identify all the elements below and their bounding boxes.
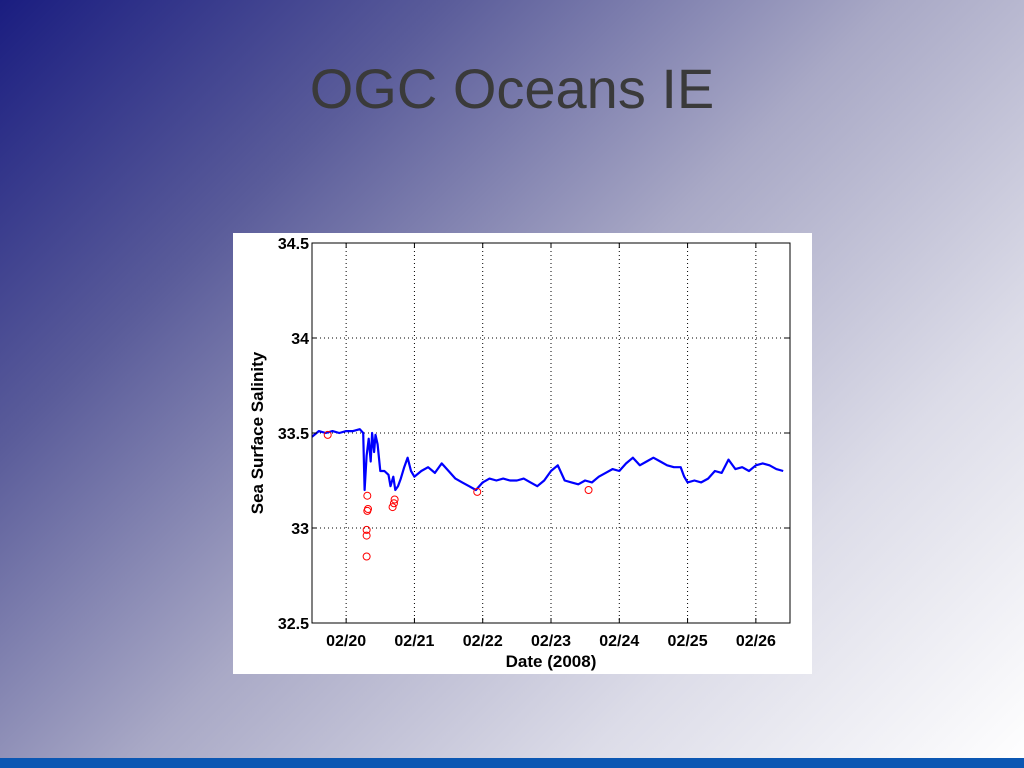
chart-panel: 02/20 02/21 02/22 02/23 02/24 02/25 02/26 32.5 3… [233, 233, 812, 674]
flagged-point-marker [323, 430, 332, 439]
y-tick-label: 34 [291, 331, 309, 348]
y-axis-label: Sea Surface Salinity [248, 351, 267, 514]
salinity-chart: 02/20 02/21 02/22 02/23 02/24 02/25 02/26 32.5 3… [248, 236, 791, 671]
flagged-point-marker [362, 552, 371, 561]
flagged-point-marker [363, 505, 372, 513]
ticks-layer: 02/20 02/21 02/22 02/23 02/24 02/25 02/26 32.5 3… [278, 236, 790, 650]
salinity-line-series [311, 428, 784, 492]
x-tick-label: 02/23 [531, 633, 571, 650]
slide-title: OGC Oceans IE [309, 57, 715, 120]
flagged-point-marker [363, 491, 372, 500]
flagged-point-marker [389, 499, 398, 508]
y-tick-label: 32.5 [278, 616, 309, 633]
x-tick-label: 02/21 [394, 633, 434, 650]
flagged-point-marker [362, 525, 371, 534]
y-tick-label: 33.5 [278, 426, 309, 443]
grid-layer [312, 242, 790, 624]
x-axis-label: Date (2008) [506, 652, 597, 671]
flagged-point-marker [584, 486, 593, 494]
x-tick-label: 02/20 [326, 633, 366, 650]
y-tick-label: 34.5 [278, 236, 309, 253]
flagged-point-marker [362, 531, 371, 540]
x-tick-label: 02/22 [463, 633, 503, 650]
series-layer [311, 428, 784, 561]
x-tick-label: 02/25 [668, 633, 708, 650]
flagged-point-marker [388, 503, 397, 512]
x-tick-label: 02/26 [736, 633, 776, 650]
y-tick-label: 33 [291, 521, 309, 538]
bottom-accent-bar [0, 758, 1024, 768]
flagged-point-marker [473, 487, 482, 496]
x-tick-label: 02/24 [599, 633, 639, 650]
flagged-point-marker [390, 495, 399, 504]
